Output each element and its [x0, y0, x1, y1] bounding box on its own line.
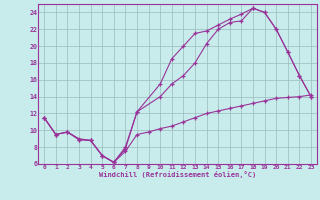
X-axis label: Windchill (Refroidissement éolien,°C): Windchill (Refroidissement éolien,°C)	[99, 171, 256, 178]
